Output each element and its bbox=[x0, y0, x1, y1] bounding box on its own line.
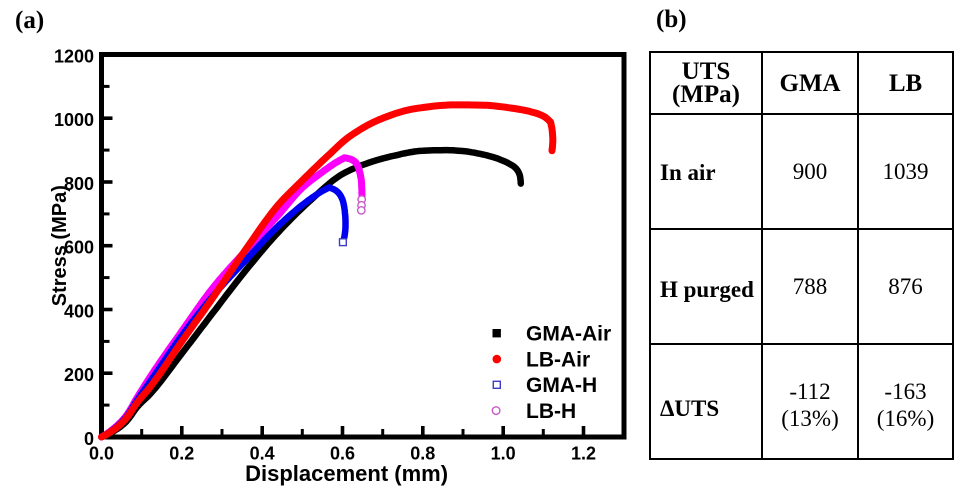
svg-text:0.8: 0.8 bbox=[410, 444, 435, 464]
svg-text:Displacement (mm): Displacement (mm) bbox=[245, 461, 448, 486]
svg-text:400: 400 bbox=[64, 301, 94, 321]
svg-text:0: 0 bbox=[84, 429, 94, 449]
svg-text:0.0: 0.0 bbox=[89, 444, 114, 464]
svg-text:0.6: 0.6 bbox=[330, 444, 355, 464]
svg-text:200: 200 bbox=[64, 365, 94, 385]
svg-text:GMA-Air: GMA-Air bbox=[526, 323, 611, 346]
svg-text:LB-Air: LB-Air bbox=[526, 348, 590, 371]
svg-text:1000: 1000 bbox=[54, 110, 94, 130]
svg-text:LB-H: LB-H bbox=[526, 400, 576, 423]
svg-text:Stress (MPa): Stress (MPa) bbox=[49, 185, 71, 306]
svg-text:1.0: 1.0 bbox=[491, 444, 516, 464]
svg-text:800: 800 bbox=[64, 174, 94, 194]
svg-text:0.4: 0.4 bbox=[250, 444, 275, 464]
svg-text:1.2: 1.2 bbox=[571, 444, 596, 464]
svg-text:600: 600 bbox=[64, 238, 94, 258]
svg-text:1200: 1200 bbox=[54, 46, 94, 66]
svg-text:0.2: 0.2 bbox=[169, 444, 194, 464]
svg-text:GMA-H: GMA-H bbox=[526, 374, 597, 397]
